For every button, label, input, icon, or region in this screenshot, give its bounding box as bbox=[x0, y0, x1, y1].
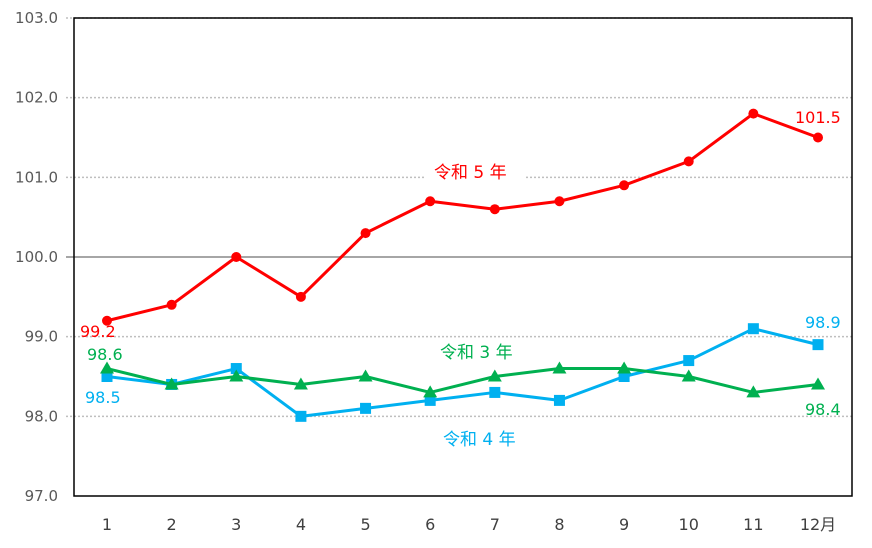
y-tick-label: 102.0 bbox=[15, 89, 58, 107]
square-marker bbox=[424, 394, 436, 406]
circle-marker bbox=[683, 156, 694, 167]
series-square bbox=[101, 323, 824, 422]
triangle-marker bbox=[100, 361, 114, 374]
circle-marker bbox=[360, 228, 371, 239]
series-line bbox=[106, 112, 819, 323]
square-marker bbox=[489, 386, 501, 398]
triangle-marker bbox=[617, 361, 632, 374]
x-tick-label: 9 bbox=[619, 515, 629, 534]
circle-marker bbox=[619, 180, 630, 191]
series-line bbox=[106, 367, 819, 394]
x-tick-label: 6 bbox=[425, 515, 435, 534]
y-tick-label: 99.0 bbox=[25, 328, 58, 346]
x-tick-label: 5 bbox=[360, 515, 370, 534]
series-label-r5: 令和 5 年 bbox=[434, 163, 507, 183]
x-tick-label: 8 bbox=[554, 515, 564, 534]
label-r5-last: 101.5 bbox=[795, 108, 841, 127]
square-marker bbox=[618, 371, 630, 382]
triangle-marker bbox=[487, 369, 502, 382]
series-label-r4: 令和 4 年 bbox=[443, 430, 516, 450]
x-axis: 1 2 3 4 5 6 7 8 9 10 11 12月 bbox=[102, 515, 836, 534]
y-tick-label: 100.0 bbox=[15, 248, 58, 266]
x-tick-label: 2 bbox=[167, 515, 177, 534]
y-tick-label: 98.0 bbox=[25, 407, 58, 425]
circle-marker bbox=[102, 315, 112, 326]
square-marker bbox=[683, 355, 695, 367]
label-r4-first: 98.5 bbox=[85, 388, 121, 407]
y-tick-label: 97.0 bbox=[25, 487, 58, 505]
circle-marker bbox=[231, 252, 242, 262]
series-triangle bbox=[100, 361, 825, 398]
triangle-marker bbox=[293, 377, 308, 390]
square-marker bbox=[360, 402, 372, 414]
square-marker bbox=[812, 339, 824, 351]
triangle-marker bbox=[229, 369, 244, 382]
circle-marker bbox=[748, 108, 759, 119]
square-marker bbox=[747, 323, 759, 335]
label-r4-last: 98.9 bbox=[805, 313, 841, 332]
label-bg bbox=[425, 158, 525, 186]
x-tick-label: 4 bbox=[296, 515, 306, 534]
square-marker bbox=[101, 371, 113, 382]
x-tick-label: 12月 bbox=[800, 515, 836, 534]
label-r3-last: 98.4 bbox=[805, 400, 841, 419]
square-marker bbox=[553, 394, 565, 406]
x-tick-label: 10 bbox=[679, 515, 699, 534]
circle-marker bbox=[425, 196, 436, 207]
triangle-marker bbox=[811, 377, 825, 390]
y-axis: 103.0 102.0 101.0 100.0 99.0 98.0 97.0 bbox=[15, 9, 58, 505]
label-r3-first: 98.6 bbox=[87, 345, 123, 364]
circle-marker bbox=[166, 299, 177, 310]
x-tick-label: 1 bbox=[102, 515, 112, 534]
circle-marker bbox=[554, 196, 565, 207]
y-tick-label: 101.0 bbox=[15, 168, 58, 186]
series-group bbox=[100, 108, 825, 422]
circle-marker bbox=[813, 132, 823, 143]
triangle-marker bbox=[746, 385, 761, 398]
circle-marker bbox=[489, 204, 500, 215]
series-line bbox=[106, 327, 819, 418]
triangle-marker bbox=[164, 377, 179, 390]
triangle-marker bbox=[552, 361, 567, 374]
series-circle bbox=[102, 108, 823, 326]
x-tick-label: 7 bbox=[490, 515, 500, 534]
triangle-marker bbox=[681, 369, 696, 382]
plot-area-border bbox=[73, 17, 853, 497]
triangle-marker bbox=[423, 385, 438, 398]
triangle-marker bbox=[358, 369, 373, 382]
square-marker bbox=[295, 410, 307, 422]
label-r5-first: 99.2 bbox=[80, 322, 116, 341]
x-tick-label: 11 bbox=[743, 515, 763, 534]
circle-marker bbox=[295, 291, 306, 302]
x-tick-label: 3 bbox=[231, 515, 241, 534]
y-tick-label: 103.0 bbox=[15, 9, 58, 27]
square-marker bbox=[230, 363, 242, 375]
series-label-r3: 令和 3 年 bbox=[440, 343, 513, 363]
